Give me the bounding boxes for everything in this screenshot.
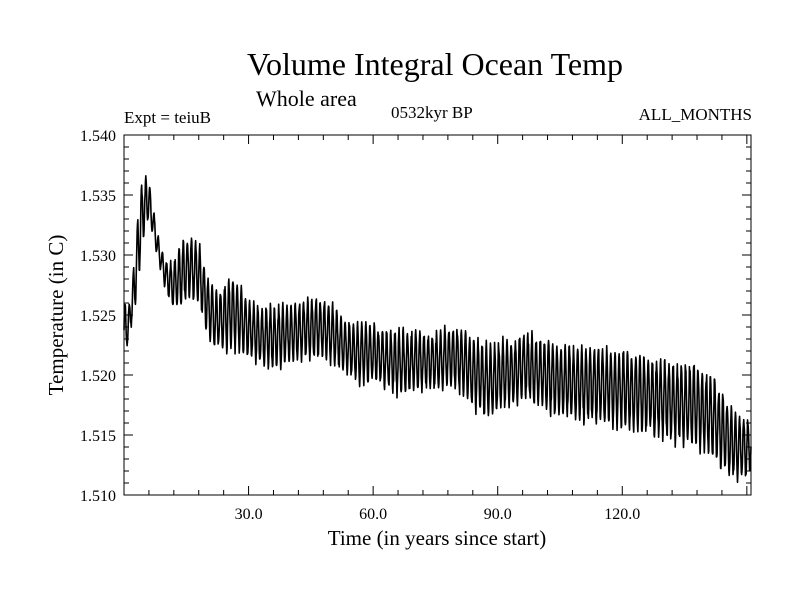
y-tick-label: 1.535 <box>80 188 116 205</box>
y-tick-label: 1.530 <box>80 248 116 265</box>
x-axis-label: Time (in years since start) <box>328 526 547 550</box>
x-tick-label: 30.0 <box>235 506 263 523</box>
experiment-label: Expt = teiuB <box>124 108 212 127</box>
y-tick-label: 1.520 <box>80 368 116 385</box>
x-tick-label: 60.0 <box>359 506 387 523</box>
x-tick-label: 120.0 <box>604 506 640 523</box>
chart-subtitle: Whole area <box>256 86 357 111</box>
months-label: ALL_MONTHS <box>638 105 752 124</box>
y-tick-label: 1.510 <box>80 488 116 505</box>
chart-title: Volume Integral Ocean Temp <box>246 46 623 82</box>
y-tick-labels: 1.510 1.515 1.520 1.525 1.530 1.535 1.540 <box>80 128 116 505</box>
series-line <box>123 175 752 484</box>
y-tick-label: 1.525 <box>80 308 116 325</box>
x-tick-label: 90.0 <box>484 506 512 523</box>
y-axis-label: Temperature (in C) <box>44 235 68 396</box>
y-tick-label: 1.540 <box>80 128 116 145</box>
y-tick-label: 1.515 <box>80 428 116 445</box>
x-tick-labels: 30.0 60.0 90.0 120.0 <box>235 506 641 523</box>
period-label: 0532kyr BP <box>391 103 473 122</box>
